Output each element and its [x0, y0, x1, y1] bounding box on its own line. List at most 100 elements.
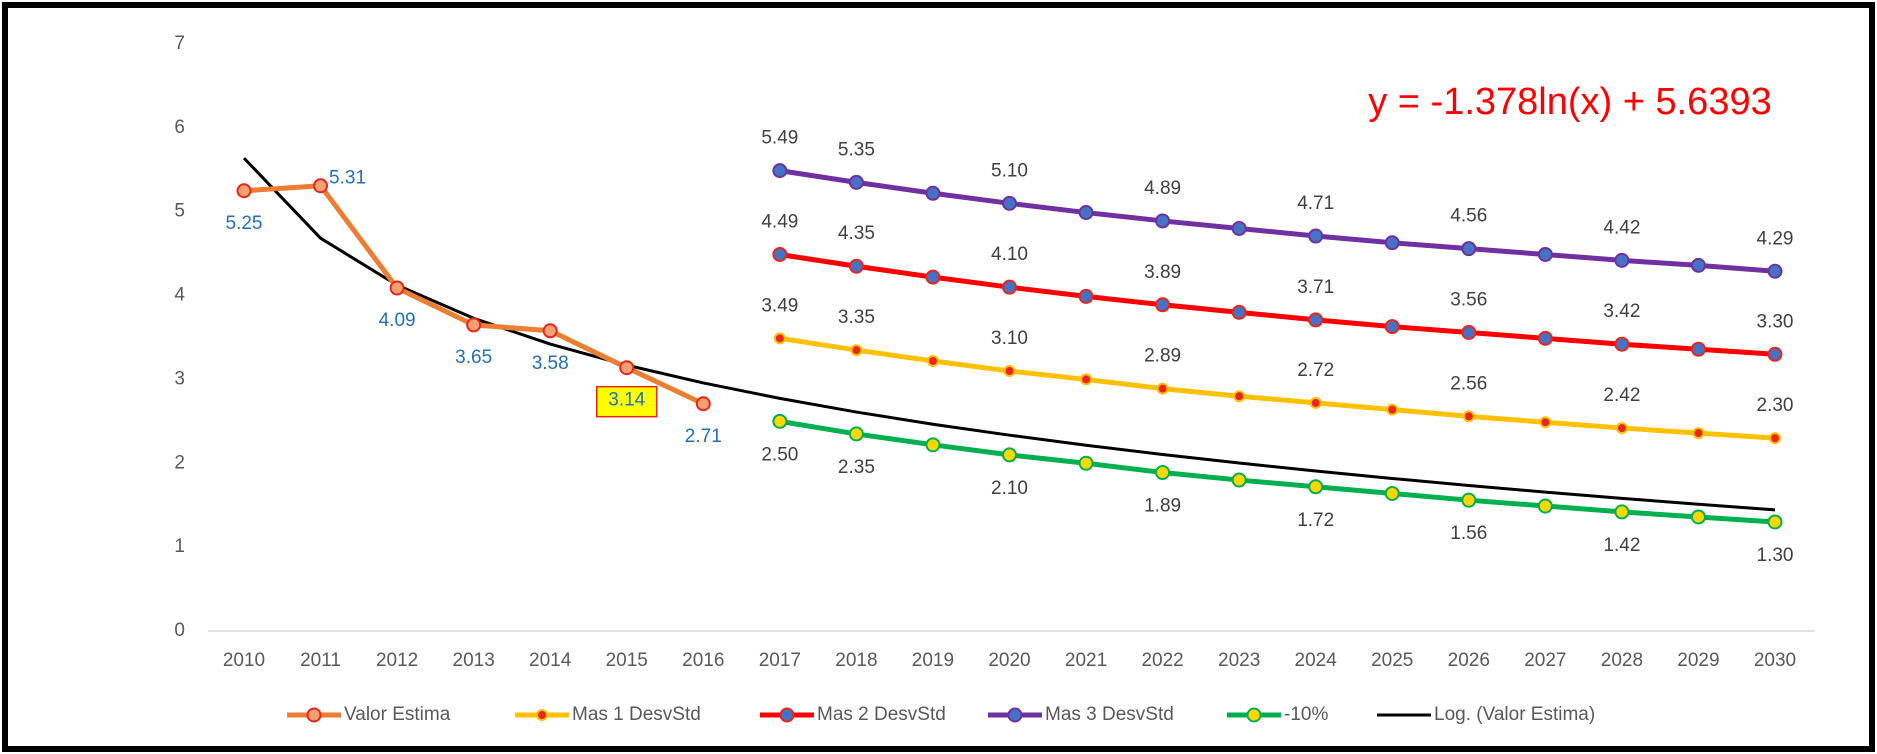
data-label: 1.89: [1144, 496, 1181, 517]
data-label: 4.10: [991, 244, 1028, 265]
data-marker: [1233, 390, 1246, 403]
data-marker: [1537, 330, 1553, 346]
x-tick-label: 2017: [759, 650, 801, 671]
data-label: 1.42: [1603, 535, 1640, 556]
data-marker: [313, 178, 329, 194]
x-tick-label: 2018: [835, 650, 877, 671]
x-tick-label: 2030: [1754, 650, 1796, 671]
data-label: 3.65: [455, 347, 492, 368]
series-line: [779, 418, 1776, 525]
data-label: 3.71: [1297, 277, 1334, 298]
y-tick-label: 7: [174, 33, 185, 54]
data-label: 3.42: [1603, 301, 1640, 322]
data-marker: [1614, 336, 1630, 352]
data-label: 5.49: [761, 128, 798, 149]
y-tick-label: 5: [174, 201, 185, 222]
data-marker: [1155, 213, 1171, 229]
x-tick-label: 2012: [376, 650, 418, 671]
data-marker: [1462, 410, 1475, 423]
data-label: 4.29: [1757, 228, 1794, 249]
data-marker: [1156, 382, 1169, 395]
legend-label: Valor Estima: [344, 704, 451, 725]
data-label: 4.71: [1297, 193, 1334, 214]
data-label: 4.49: [761, 211, 798, 232]
data-marker: [1309, 396, 1322, 409]
data-marker: [850, 344, 863, 357]
data-label: 2.50: [761, 444, 798, 465]
x-tick-label: 2020: [988, 650, 1030, 671]
x-tick-label: 2011: [300, 650, 341, 671]
data-marker: [925, 185, 941, 201]
data-marker: [1690, 509, 1706, 525]
data-marker: [1308, 312, 1324, 328]
data-marker: [619, 360, 635, 376]
data-label: 1.56: [1450, 523, 1487, 544]
data-marker: [1231, 304, 1247, 320]
data-marker: [1002, 279, 1017, 295]
x-tick-label: 2019: [912, 650, 954, 671]
data-label: 3.30: [1757, 311, 1794, 332]
data-marker: [1461, 492, 1477, 508]
data-marker: [1692, 427, 1705, 440]
data-marker: [1078, 288, 1094, 304]
data-marker: [1767, 514, 1783, 530]
data-marker: [466, 317, 482, 333]
data-marker: [1078, 205, 1094, 221]
data-label: 2.56: [1450, 373, 1487, 394]
data-marker: [1767, 263, 1783, 279]
data-label: 2.35: [838, 457, 875, 478]
highlight-box: [596, 385, 658, 418]
data-marker: [1384, 235, 1400, 251]
data-marker: [1308, 479, 1324, 495]
data-label: 2.72: [1297, 360, 1334, 381]
data-label: 4.09: [379, 310, 416, 331]
y-tick-label: 3: [174, 368, 185, 389]
data-marker: [1231, 220, 1247, 236]
data-marker: [1002, 195, 1017, 211]
x-tick-label: 2029: [1677, 650, 1719, 671]
data-marker: [542, 323, 558, 339]
series-line: [779, 168, 1776, 274]
legend-marker: [779, 707, 795, 723]
data-marker: [1614, 252, 1630, 268]
data-label: 5.31: [329, 168, 366, 189]
data-marker: [1690, 257, 1706, 273]
legend-marker: [1007, 707, 1023, 723]
x-tick-label: 2025: [1371, 650, 1413, 671]
data-marker: [1231, 472, 1247, 488]
data-marker: [925, 269, 941, 285]
legend-label: Log. (Valor Estima): [1434, 704, 1595, 725]
x-tick-label: 2015: [606, 650, 648, 671]
data-label: 2.89: [1144, 346, 1181, 367]
data-marker: [925, 437, 941, 453]
data-marker: [772, 413, 788, 429]
data-label: 5.35: [838, 139, 875, 160]
data-marker: [772, 163, 788, 179]
data-marker: [1386, 403, 1399, 416]
legend-marker: [1246, 707, 1262, 723]
x-tick-label: 2016: [682, 650, 724, 671]
x-tick-label: 2010: [223, 650, 265, 671]
data-marker: [926, 354, 939, 367]
x-tick-label: 2026: [1448, 650, 1490, 671]
x-tick-label: 2027: [1524, 650, 1566, 671]
data-label: 2.42: [1603, 385, 1640, 406]
data-marker: [1308, 228, 1324, 244]
data-marker: [1003, 365, 1016, 378]
data-label: 5.10: [991, 160, 1028, 181]
data-label: 4.42: [1603, 217, 1640, 238]
data-marker: [389, 280, 405, 296]
data-marker: [1080, 373, 1093, 386]
x-tick-label: 2028: [1601, 650, 1643, 671]
y-tick-label: 4: [174, 285, 185, 306]
data-marker: [1078, 455, 1094, 471]
data-marker: [848, 258, 864, 274]
data-label: 3.49: [761, 295, 798, 316]
y-tick-label: 0: [174, 620, 185, 641]
data-marker: [1537, 246, 1553, 262]
series-line: [779, 252, 1776, 357]
data-label: 5.25: [226, 213, 263, 234]
data-label: 3.56: [1450, 289, 1487, 310]
legend-label: -10%: [1284, 704, 1328, 725]
